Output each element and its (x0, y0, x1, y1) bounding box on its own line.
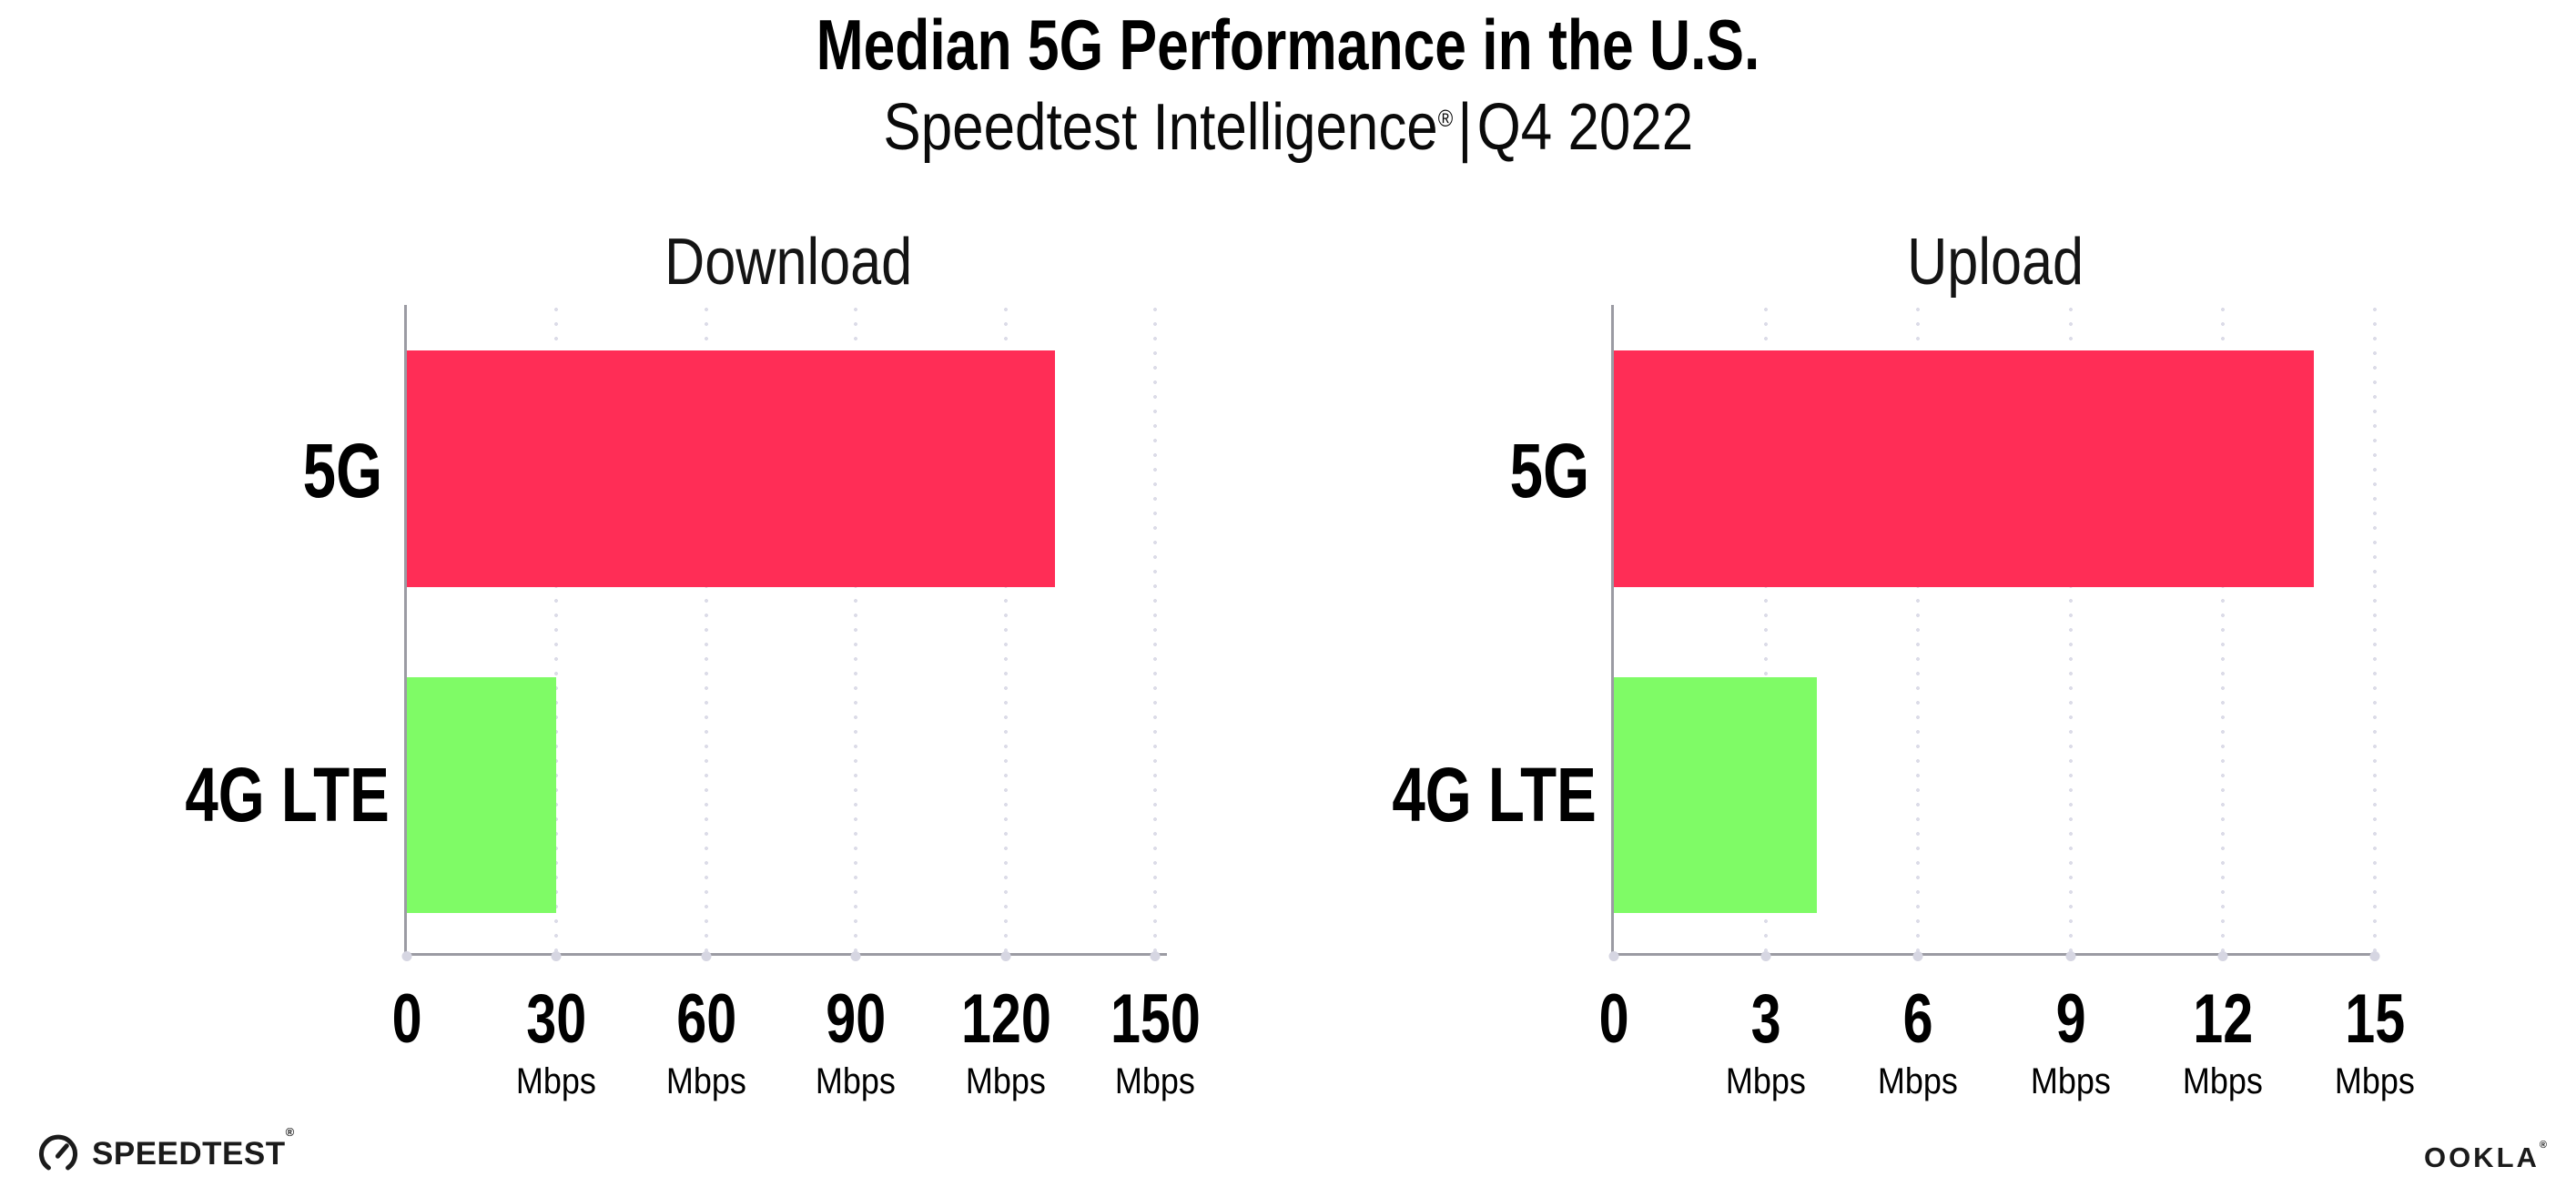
unit-label: Mbps (665, 1061, 747, 1101)
unit-label: Mbps (2182, 1061, 2264, 1101)
subtitle-brand: Speedtest Intelligence (883, 91, 1438, 164)
download-xtick-90: 90 Mbps (774, 985, 938, 1101)
upload-xtick-12: 12 Mbps (2141, 985, 2305, 1101)
axis-tick-dot (551, 951, 562, 961)
gridline (1153, 305, 1157, 953)
upload-4g-lte-bar (1614, 677, 1817, 913)
unit-label: Mbps (1877, 1061, 1959, 1101)
gridline (2068, 305, 2073, 953)
upload-xtick-6: 6 Mbps (1836, 985, 2000, 1101)
upload-xtick-3: 3 Mbps (1684, 985, 1848, 1101)
page-subtitle: Speedtest Intelligence®|Q4 2022 (0, 95, 2576, 160)
gridline (1916, 305, 1921, 953)
gridline (854, 305, 858, 953)
axis-tick-dot (1150, 951, 1161, 961)
axis-tick-dot (2217, 951, 2228, 961)
registered-trademark-icon: ® (2539, 1139, 2547, 1151)
axis-tick-dot (850, 951, 861, 961)
unit-label: Mbps (2334, 1061, 2416, 1101)
download-plot-area (401, 305, 1167, 961)
download-xtick-150: 150 Mbps (1073, 985, 1237, 1101)
axis-tick-dot (1760, 951, 1771, 961)
subtitle-separator: | (1457, 91, 1473, 164)
speedtest-logo: SPEEDTEST® (36, 1125, 295, 1176)
download-category-label-4g-lte: 4G LTE (185, 752, 390, 837)
unit-label: Mbps (1725, 1061, 1807, 1101)
page-title-text: Median 5G Performance in the U.S. (816, 5, 1760, 85)
download-xtick-120: 120 Mbps (924, 985, 1088, 1101)
axis-tick-dot (2065, 951, 2076, 961)
upload-scale (1608, 305, 2380, 961)
download-xtick-30: 30 Mbps (474, 985, 638, 1101)
ookla-logo: OOKLA® (2423, 1139, 2547, 1173)
download-xtick-0: 0 (391, 980, 422, 1058)
axis-tick-dot (2369, 951, 2380, 961)
upload-xtick-9: 9 Mbps (1989, 985, 2153, 1101)
gridline (704, 305, 708, 953)
gridline (1003, 305, 1008, 953)
page-title: Median 5G Performance in the U.S. (0, 9, 2576, 80)
unit-label: Mbps (1114, 1061, 1196, 1101)
speedtest-wordmark: SPEEDTEST® (92, 1125, 295, 1172)
gridline (2220, 305, 2225, 953)
unit-label: Mbps (965, 1061, 1047, 1101)
upload-category-label-5g: 5G (1509, 428, 1589, 513)
unit-label: Mbps (815, 1061, 897, 1101)
download-xtick-60: 60 Mbps (624, 985, 788, 1101)
registered-trademark-icon: ® (285, 1125, 295, 1139)
upload-category-label-4g-lte: 4G LTE (1392, 752, 1597, 837)
upload-plot-area (1608, 305, 2380, 961)
gridline (554, 305, 559, 953)
upload-5g-bar (1614, 350, 2315, 587)
subtitle-period: Q4 2022 (1476, 91, 1693, 164)
axis-tick-dot (701, 951, 712, 961)
upload-chart-title: Upload (1907, 226, 2084, 299)
unit-label: Mbps (2030, 1061, 2112, 1101)
axis-tick-dot (1912, 951, 1923, 961)
upload-xtick-0: 0 (1598, 980, 1629, 1058)
download-5g-bar (407, 350, 1056, 587)
download-4g-lte-bar (407, 677, 557, 913)
download-category-label-5g: 5G (302, 428, 382, 513)
axis-tick-dot (1000, 951, 1011, 961)
page-subtitle-text: Speedtest Intelligence®|Q4 2022 (883, 95, 1693, 160)
unit-label: Mbps (515, 1061, 597, 1101)
axis-tick-dot (1608, 951, 1619, 961)
gridline (1764, 305, 1769, 953)
axis-tick-dot (401, 951, 412, 961)
download-scale (401, 305, 1161, 961)
download-chart-title: Download (664, 226, 913, 299)
registered-trademark-icon: ® (1437, 105, 1453, 132)
gridline (2373, 305, 2377, 953)
upload-xtick-15: 15 Mbps (2293, 985, 2457, 1101)
speedtest-gauge-icon (38, 1134, 78, 1171)
